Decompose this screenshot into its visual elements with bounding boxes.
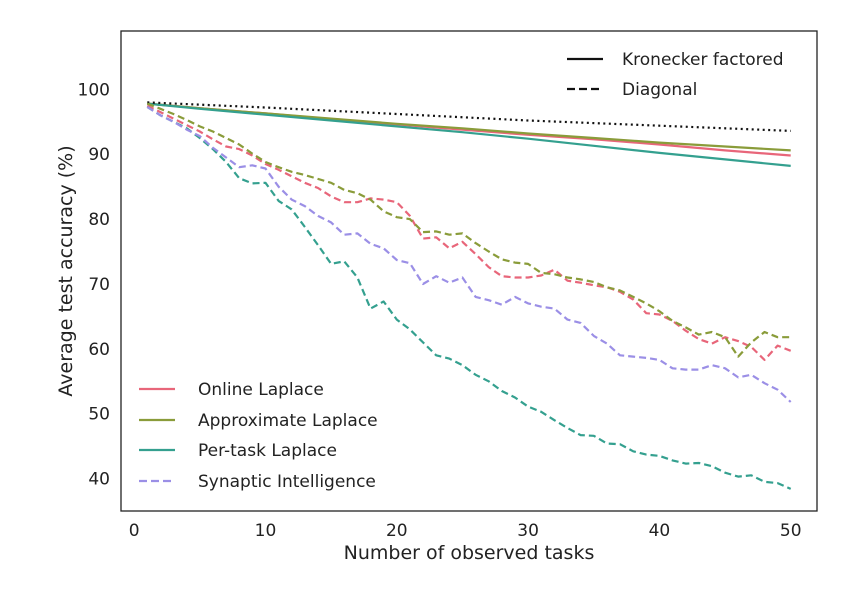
style-legend-label-kronecker: Kronecker factored <box>622 50 784 70</box>
y-tick-label: 90 <box>88 145 110 165</box>
y-tick-label: 100 <box>78 80 110 100</box>
style-legend: Kronecker factored Diagonal <box>567 50 784 100</box>
method-legend-label-online: Online Laplace <box>198 380 324 400</box>
method-legend: Online Laplace Approximate Laplace Per-t… <box>139 380 378 492</box>
x-axis-ticks: 0 10 20 30 40 50 <box>129 521 802 541</box>
method-legend-label-approximate: Approximate Laplace <box>198 411 378 431</box>
series-line-6 <box>146 105 792 490</box>
y-tick-label: 70 <box>88 275 110 295</box>
x-tick-label: 0 <box>129 521 140 541</box>
series-line-7 <box>146 105 792 403</box>
style-legend-label-diagonal: Diagonal <box>622 80 697 100</box>
y-tick-label: 50 <box>88 405 110 425</box>
method-legend-label-pertask: Per-task Laplace <box>198 441 337 461</box>
y-tick-label: 60 <box>88 340 110 360</box>
series-line-3 <box>147 101 791 132</box>
y-axis-ticks: 40 50 60 70 80 90 100 <box>78 80 110 489</box>
x-tick-label: 30 <box>517 521 539 541</box>
x-tick-label: 50 <box>780 521 802 541</box>
x-tick-label: 10 <box>255 521 277 541</box>
x-tick-label: 20 <box>386 521 408 541</box>
x-axis-title: Number of observed tasks <box>344 542 595 564</box>
y-tick-label: 40 <box>88 470 110 490</box>
method-legend-label-synaptic: Synaptic Intelligence <box>198 472 376 492</box>
series-line-5 <box>146 102 791 358</box>
plot-frame <box>120 30 818 512</box>
y-tick-label: 80 <box>88 210 110 230</box>
series-line-4 <box>146 104 792 361</box>
x-tick-label: 40 <box>649 521 671 541</box>
series-line-2 <box>147 102 791 167</box>
y-axis-title: Average test accuracy (%) <box>55 145 77 396</box>
series-layer <box>146 101 792 490</box>
